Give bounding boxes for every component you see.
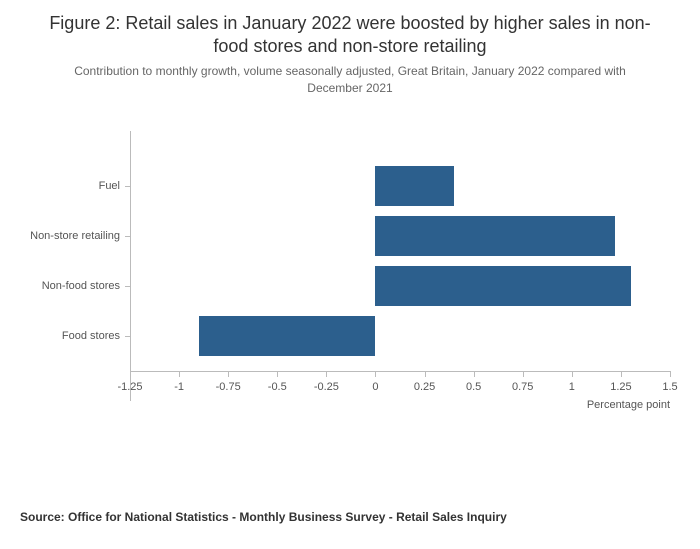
bar	[375, 166, 454, 206]
x-tick-label: 0.75	[512, 381, 533, 393]
bar-row: Food stores	[130, 311, 670, 361]
x-tick-label: 1.5	[662, 381, 677, 393]
x-tick	[523, 371, 524, 377]
x-tick	[326, 371, 327, 377]
category-label: Non-store retailing	[30, 230, 120, 242]
x-tick-label: -1.25	[117, 381, 142, 393]
source-citation: Source: Office for National Statistics -…	[20, 510, 680, 524]
chart-plot-area: -1.25-1-0.75-0.5-0.2500.250.50.7511.251.…	[130, 131, 670, 401]
category-label: Food stores	[62, 330, 120, 342]
x-tick-label: 0.5	[466, 381, 481, 393]
x-tick-label: -0.25	[314, 381, 339, 393]
bar	[375, 216, 615, 256]
x-tick-label: 1.25	[610, 381, 631, 393]
x-tick-label: -0.75	[216, 381, 241, 393]
bar-row: Non-food stores	[130, 261, 670, 311]
x-tick-label: 0.25	[414, 381, 435, 393]
bar-row: Fuel	[130, 161, 670, 211]
x-tick	[621, 371, 622, 377]
x-tick	[474, 371, 475, 377]
x-tick-label: 0	[372, 381, 378, 393]
bar	[375, 266, 630, 306]
x-tick	[130, 371, 131, 377]
bar-row: Non-store retailing	[130, 211, 670, 261]
x-tick	[179, 371, 180, 377]
category-label: Fuel	[99, 180, 120, 192]
x-tick-label: -1	[174, 381, 184, 393]
x-tick-label: 1	[569, 381, 575, 393]
x-tick	[670, 371, 671, 377]
x-axis-title: Percentage point	[587, 399, 670, 411]
x-tick	[425, 371, 426, 377]
chart-title: Figure 2: Retail sales in January 2022 w…	[0, 0, 700, 63]
x-tick-label: -0.5	[268, 381, 287, 393]
x-tick	[277, 371, 278, 377]
bar	[199, 316, 376, 356]
x-tick	[572, 371, 573, 377]
x-axis-line: -1.25-1-0.75-0.5-0.2500.250.50.7511.251.…	[130, 371, 670, 372]
category-label: Non-food stores	[42, 280, 120, 292]
x-tick	[228, 371, 229, 377]
x-tick	[375, 371, 376, 377]
chart-subtitle: Contribution to monthly growth, volume s…	[0, 63, 700, 117]
